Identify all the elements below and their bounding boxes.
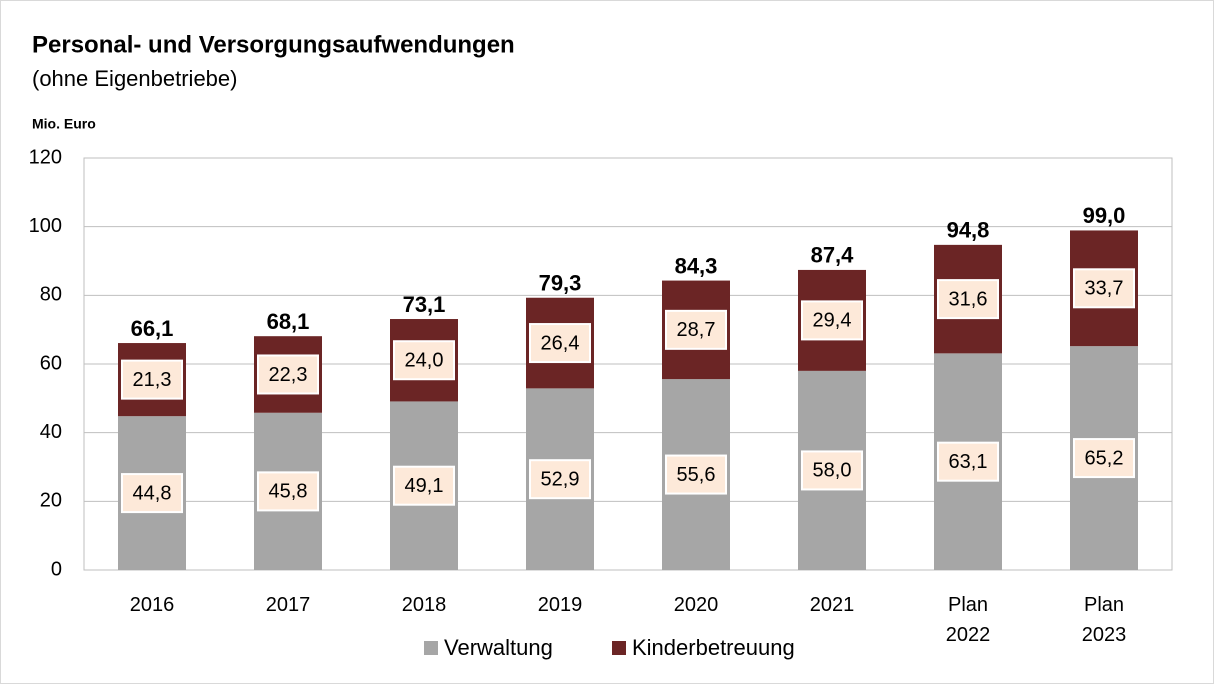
legend-swatch xyxy=(612,641,626,655)
x-tick-label: Plan 2022 xyxy=(945,594,991,646)
value-label: 24,0 xyxy=(405,350,444,372)
value-label: 28,7 xyxy=(677,319,716,341)
value-label: 49,1 xyxy=(405,475,444,497)
value-label: 26,4 xyxy=(541,332,580,354)
total-label: 66,1 xyxy=(131,316,174,341)
value-label: 45,8 xyxy=(269,481,308,503)
value-label: 29,4 xyxy=(813,310,852,332)
y-axis-label: Mio. Euro xyxy=(32,116,96,132)
value-label-box xyxy=(121,359,183,400)
total-label: 99,0 xyxy=(1083,203,1126,228)
y-tick-label: 0 xyxy=(51,558,62,580)
chart-title: Personal- und Versorgungsaufwendungen xyxy=(32,31,515,58)
value-label-box xyxy=(257,471,319,512)
y-tick-label: 100 xyxy=(29,215,62,237)
value-label-box xyxy=(665,454,727,495)
x-tick-label: 2019 xyxy=(537,594,583,616)
value-label: 65,2 xyxy=(1085,447,1124,469)
value-label: 58,0 xyxy=(813,460,852,482)
value-label: 22,3 xyxy=(269,364,308,386)
legend-swatch xyxy=(424,641,438,655)
x-tick-label: 2016 xyxy=(129,594,175,616)
value-label-box xyxy=(801,450,863,491)
total-label: 68,1 xyxy=(267,309,310,334)
x-tick-label: Plan 2023 xyxy=(1081,594,1127,646)
y-tick-label: 40 xyxy=(40,421,62,443)
x-tick-label: 2020 xyxy=(673,594,719,616)
chart-subtitle: (ohne Eigenbetriebe) xyxy=(32,66,237,91)
value-label: 44,8 xyxy=(133,482,172,504)
value-label: 52,9 xyxy=(541,468,580,490)
value-label: 31,6 xyxy=(949,288,988,310)
total-label: 94,8 xyxy=(947,217,990,242)
total-label: 79,3 xyxy=(539,271,582,296)
value-label-box xyxy=(1073,438,1135,479)
x-tick-label: 2018 xyxy=(401,594,447,616)
value-label: 55,6 xyxy=(677,464,716,486)
y-tick-label: 20 xyxy=(40,490,62,512)
value-label: 63,1 xyxy=(949,451,988,473)
x-tick-label: 2021 xyxy=(809,594,855,616)
value-label: 21,3 xyxy=(133,369,172,391)
y-tick-label: 120 xyxy=(29,146,62,168)
y-tick-label: 80 xyxy=(40,284,62,306)
value-label-box xyxy=(801,300,863,341)
value-label-box xyxy=(529,459,591,500)
total-label: 87,4 xyxy=(811,243,855,268)
value-label-box xyxy=(665,309,727,350)
value-label-box xyxy=(393,465,455,506)
value-label-box xyxy=(1073,268,1135,309)
value-label-box xyxy=(121,473,183,514)
value-label-box xyxy=(257,354,319,395)
value-label: 33,7 xyxy=(1085,278,1124,300)
value-label-box xyxy=(937,279,999,320)
x-tick-label: 2017 xyxy=(265,594,311,616)
y-tick-label: 60 xyxy=(40,352,62,374)
value-label-box xyxy=(529,323,591,364)
total-label: 84,3 xyxy=(675,253,718,278)
value-label-box xyxy=(393,340,455,381)
value-label-box xyxy=(937,441,999,482)
total-label: 73,1 xyxy=(403,292,446,317)
legend-label: Kinderbetreuung xyxy=(632,635,795,660)
legend-label: Verwaltung xyxy=(444,635,553,660)
